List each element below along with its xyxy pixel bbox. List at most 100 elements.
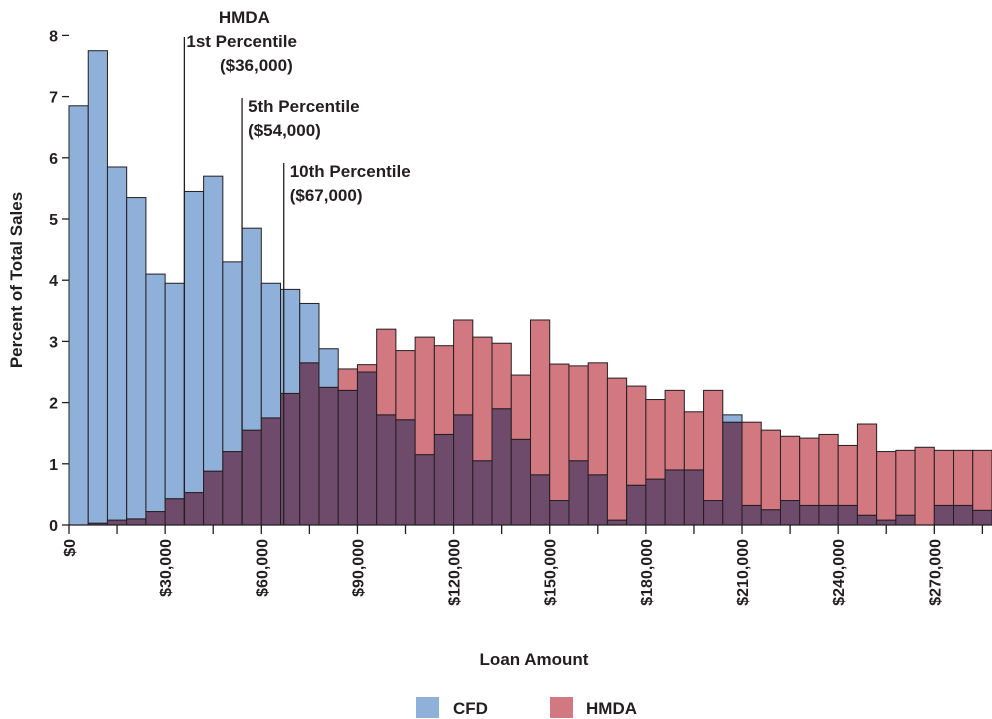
- overlap-bar: [760, 509, 781, 526]
- x-axis-ticks: $0 $30,000 $60,000 $90,000 $120,000 $150,000 $…: [62, 525, 984, 606]
- percentile-label: 1st Percentile: [186, 32, 297, 51]
- percentile-label: ($36,000): [220, 56, 293, 75]
- overlap-bar: [472, 460, 493, 526]
- cfd-bar: [87, 50, 108, 524]
- hmda-bar: [914, 446, 935, 526]
- hmda-bar: [683, 411, 705, 471]
- overlap-bar: [183, 492, 205, 526]
- overlap-bar: [568, 460, 589, 526]
- overlap-bar: [606, 519, 628, 526]
- overlap-bar: [587, 474, 608, 526]
- hmda-bar: [933, 449, 955, 506]
- y-tick-label: 6: [49, 151, 58, 168]
- overlap-bar: [626, 484, 647, 526]
- overlap-bar: [126, 518, 147, 526]
- overlap-bar: [972, 509, 992, 526]
- overlap-bar: [356, 371, 378, 526]
- cfd-bar: [126, 197, 147, 520]
- cfd-bar: [299, 302, 320, 364]
- hmda-bar: [645, 399, 666, 480]
- hmda-bar: [856, 423, 878, 516]
- overlap-bar: [260, 417, 282, 526]
- overlap-bar: [837, 504, 858, 526]
- hmda-bar: [606, 377, 628, 521]
- hmda-bar: [414, 336, 435, 456]
- overlap-bar: [433, 433, 455, 526]
- legend-cfd-swatch: [416, 697, 439, 718]
- x-tick-label: $0: [62, 539, 79, 557]
- x-tick-label: $90,000: [350, 539, 367, 597]
- cfd-bar: [260, 282, 282, 419]
- hmda-bar: [376, 328, 397, 416]
- percentile-label: 5th Percentile: [248, 97, 360, 116]
- overlap-bar: [876, 519, 897, 526]
- hmda-bar: [972, 449, 992, 511]
- cfd-bar: [318, 348, 339, 388]
- y-tick-label: 2: [49, 396, 58, 413]
- x-axis-title: Loan Amount: [480, 650, 589, 669]
- y-tick-label: 5: [49, 212, 58, 229]
- hmda-bar: [818, 433, 839, 506]
- hmda-bar: [895, 449, 916, 516]
- y-tick-label: 8: [49, 28, 58, 45]
- hmda-bar: [837, 444, 858, 506]
- legend-hmda-swatch: [550, 697, 573, 718]
- overlap-bar: [703, 500, 724, 526]
- cfd-bar: [106, 166, 128, 521]
- y-axis-ticks: 0 1 2 3 4 5 6 7 8: [49, 28, 69, 535]
- legend-hmda-label: HMDA: [586, 699, 637, 718]
- hmda-bar: [664, 389, 685, 471]
- hmda-bar: [510, 374, 532, 440]
- cfd-bar: [222, 261, 243, 453]
- cfd-bar: [722, 414, 743, 423]
- legend: CFD HMDA: [416, 697, 637, 718]
- overlap-bar: [299, 362, 320, 526]
- overlap-bar: [395, 419, 416, 526]
- overlap-bar: [818, 504, 839, 526]
- overlap-bar: [895, 514, 916, 526]
- y-tick-label: 1: [49, 457, 58, 474]
- hmda-bar: [760, 429, 781, 511]
- hmda-bar: [779, 435, 801, 502]
- hmda-bar: [587, 362, 608, 476]
- overlap-bar: [722, 421, 743, 526]
- hmda-bar: [472, 336, 493, 462]
- hmda-bar: [337, 368, 358, 391]
- x-tick-label: $120,000: [447, 539, 464, 606]
- overlap-bar: [106, 519, 128, 526]
- percentile-label: HMDA: [219, 8, 270, 27]
- overlap-bar: [491, 408, 512, 526]
- cfd-bar: [183, 190, 205, 494]
- overlap-bar: [164, 498, 185, 526]
- overlap-bar: [549, 500, 570, 526]
- overlap-bar: [145, 511, 166, 526]
- hmda-bar: [491, 342, 512, 410]
- overlap-bar: [953, 504, 974, 526]
- cfd-bar: [241, 227, 262, 431]
- overlap-bar: [664, 469, 685, 526]
- percentile-annotation-lines: [183, 37, 285, 525]
- overlap-bar: [318, 386, 339, 526]
- overlap-bar: [779, 500, 801, 526]
- y-axis-title: Percent of Total Sales: [7, 192, 26, 368]
- overlap-bar: [933, 504, 955, 526]
- percentile-label: 10th Percentile: [290, 162, 411, 181]
- cfd-bar: [68, 105, 89, 526]
- hmda-bar: [626, 385, 647, 486]
- cfd-bar: [145, 273, 166, 513]
- x-tick-label: $30,000: [158, 539, 175, 597]
- overlap-bar: [376, 414, 397, 526]
- hmda-bar: [568, 365, 589, 462]
- x-tick-label: $270,000: [927, 539, 944, 606]
- overlap-bar: [222, 451, 243, 526]
- cfd-bar: [203, 175, 224, 472]
- x-tick-label: $240,000: [831, 539, 848, 606]
- y-tick-label: 4: [49, 273, 58, 290]
- overlap-bar: [530, 474, 551, 526]
- hmda-bar: [549, 363, 570, 502]
- x-tick-label: $60,000: [254, 539, 271, 597]
- y-tick-label: 3: [49, 334, 58, 351]
- percentile-label: ($54,000): [248, 121, 321, 140]
- y-tick-label: 0: [49, 518, 58, 535]
